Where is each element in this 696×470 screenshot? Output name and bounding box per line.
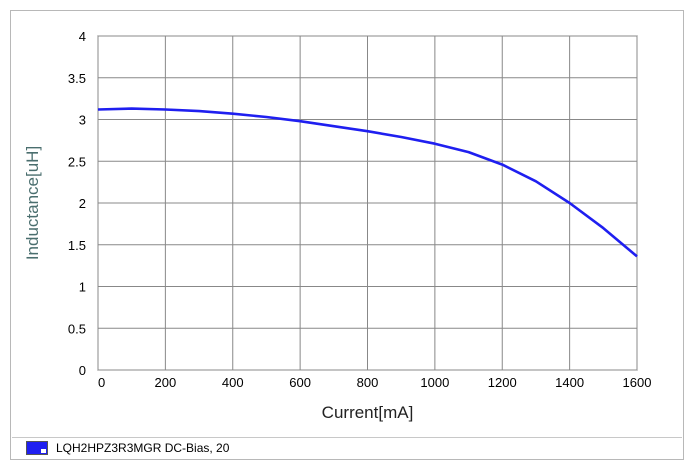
y-tick-label: 2.5: [68, 154, 86, 169]
x-tick-label: 1200: [488, 375, 517, 390]
x-tick-label: 1400: [555, 375, 584, 390]
legend-swatch: [26, 440, 48, 455]
x-tick-label: 0: [98, 375, 105, 390]
x-tick-label: 800: [357, 375, 379, 390]
y-tick-label: 0.5: [68, 321, 86, 336]
x-tick-labels: 0 200 400 600 800 1000 1200 1400 1600: [98, 375, 651, 390]
y-tick-label: 1.5: [68, 238, 86, 253]
y-tick-label: 4: [79, 29, 86, 44]
x-tick-label: 600: [289, 375, 311, 390]
x-axis-label: Current[mA]: [322, 403, 414, 422]
x-tick-label: 1600: [623, 375, 652, 390]
y-tick-label: 1: [79, 280, 86, 295]
y-axis-label: Inductance[uH]: [23, 146, 42, 260]
y-tick-label: 0: [79, 363, 86, 378]
series-line: [97, 107, 638, 258]
y-tick-label: 3.5: [68, 71, 86, 86]
x-tick-label: 200: [155, 375, 177, 390]
y-tick-labels: 0 0.5 1 1.5 2 2.5 3 3.5 4: [68, 29, 86, 378]
legend-entry: LQH2HPZ3R3MGR DC-Bias, 20: [56, 440, 230, 455]
x-tick-label: 400: [222, 375, 244, 390]
y-tick-label: 3: [79, 113, 86, 128]
grid: [97, 35, 638, 371]
legend: LQH2HPZ3R3MGR DC-Bias, 20: [12, 437, 682, 457]
series-group: [97, 107, 638, 258]
x-tick-label: 1000: [420, 375, 449, 390]
y-tick-label: 2: [79, 196, 86, 211]
